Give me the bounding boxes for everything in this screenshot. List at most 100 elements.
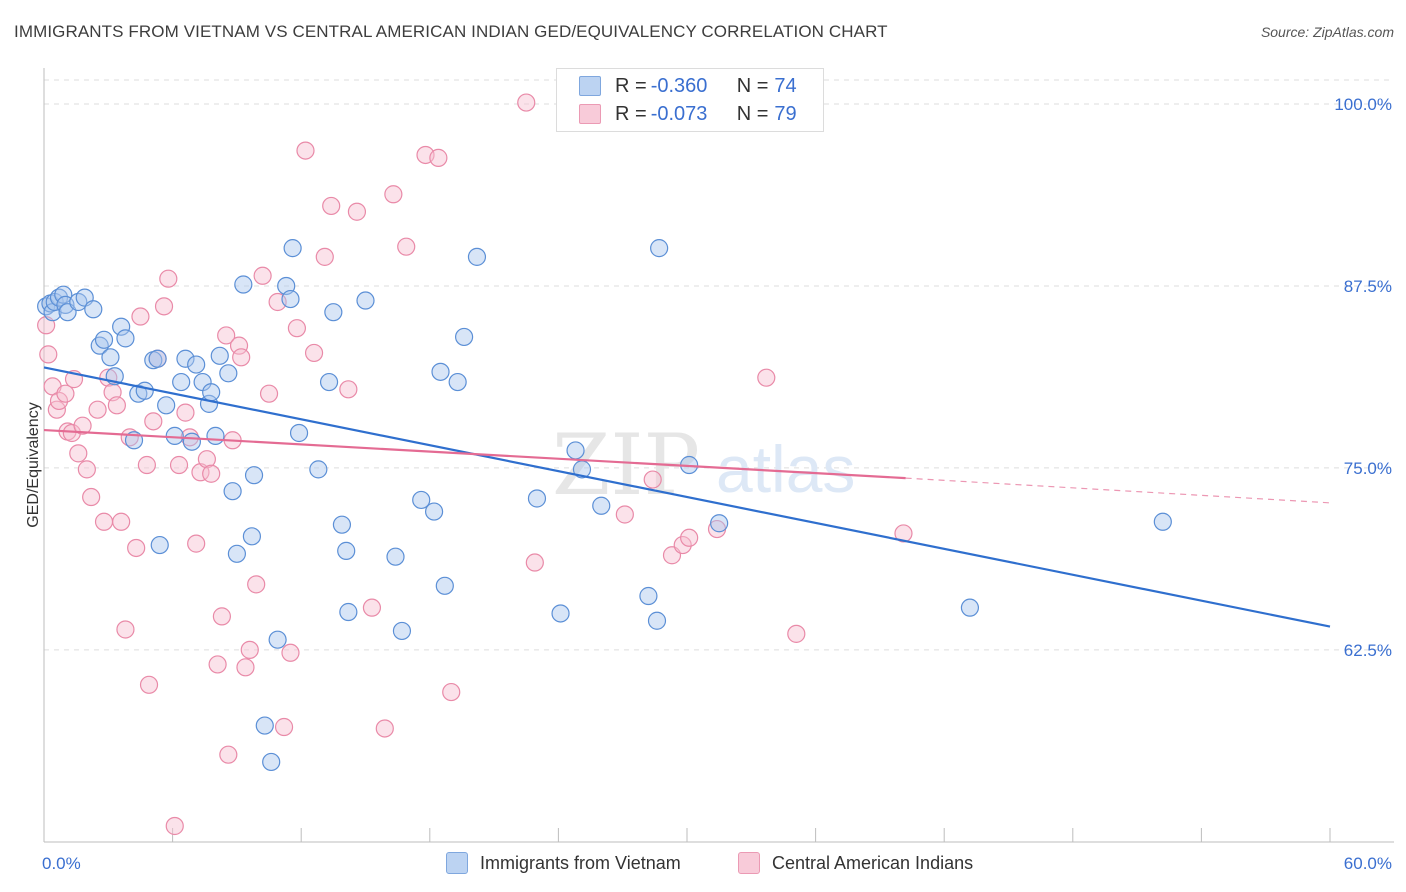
data-point (88, 400, 107, 419)
legend-item-central-american: Central American Indians (738, 852, 973, 874)
data-point (757, 368, 776, 387)
data-point (615, 505, 634, 524)
data-point (289, 423, 309, 443)
data-point (319, 372, 339, 392)
legend-swatch-pink (579, 104, 601, 124)
data-point (262, 752, 281, 772)
legend-swatch-blue (579, 76, 601, 96)
legend-swatch-pink (738, 852, 760, 874)
data-point (255, 716, 274, 735)
data-point (187, 355, 206, 374)
legend-row-vietnam: R = -0.360 N = 74 (579, 74, 797, 98)
data-point (384, 185, 403, 204)
data-point (242, 527, 262, 546)
data-point (39, 345, 58, 364)
data-point (362, 598, 382, 617)
data-point (219, 364, 238, 383)
trend-line-central-american-extension (905, 477, 1331, 504)
data-point (431, 362, 450, 381)
data-point (315, 247, 334, 266)
data-point (639, 586, 658, 606)
data-point (169, 455, 189, 475)
trend-lines (43, 366, 1331, 628)
data-point (148, 349, 167, 368)
gridlines (44, 79, 1394, 651)
data-point (429, 148, 448, 167)
trend-line-central-american (43, 428, 906, 480)
data-point (304, 343, 324, 363)
x-tick-label: 60.0% (1344, 854, 1392, 873)
data-point (386, 547, 405, 566)
data-point (356, 291, 375, 310)
data-point (247, 575, 266, 594)
legend-row-central-american: R = -0.073 N = 79 (579, 102, 797, 126)
data-point (454, 327, 474, 347)
data-point (517, 93, 536, 112)
data-point (101, 348, 120, 367)
r-value: -0.073 (650, 102, 708, 125)
data-point (144, 412, 163, 431)
data-point (274, 717, 294, 737)
data-point (894, 524, 913, 543)
correlation-legend: R = -0.360 N = 74 R = -0.073 N = 79 (556, 68, 824, 132)
data-point (107, 396, 126, 415)
axes (43, 68, 1394, 843)
data-point (182, 432, 201, 451)
y-tick-label: 75.0% (1344, 459, 1392, 478)
data-point (339, 602, 358, 622)
data-point (116, 329, 135, 348)
data-point (77, 460, 96, 479)
data-point (82, 487, 101, 507)
data-point (240, 640, 259, 659)
data-point (296, 141, 315, 160)
data-point (960, 598, 980, 617)
data-point (525, 553, 544, 572)
legend-swatch-blue (446, 852, 468, 874)
data-point (673, 535, 692, 555)
data-point (643, 470, 662, 489)
r-label: R = (615, 102, 647, 125)
data-point (412, 490, 431, 510)
data-point (197, 450, 216, 469)
data-point (112, 512, 131, 531)
n-value: 79 (774, 102, 797, 125)
data-point (332, 515, 352, 534)
tick-labels: 62.5% 75.0% 87.5% 100.0% 0.0% 60.0% (42, 95, 1392, 873)
data-point (150, 535, 169, 555)
data-point (210, 346, 229, 365)
data-point (710, 514, 729, 533)
data-point (176, 403, 195, 422)
data-point (467, 247, 487, 266)
y-tick-label: 100.0% (1334, 95, 1392, 114)
data-point (165, 816, 184, 836)
data-point (229, 336, 249, 355)
data-point (337, 541, 356, 560)
data-point (223, 482, 242, 501)
data-point (116, 620, 135, 639)
n-label: N = (736, 102, 769, 125)
data-point (234, 275, 253, 294)
chart-title: IMMIGRANTS FROM VIETNAM VS CENTRAL AMERI… (14, 22, 888, 41)
data-point (84, 300, 103, 319)
data-point (375, 719, 394, 738)
legend-label: Immigrants from Vietnam (480, 852, 681, 873)
data-point (202, 464, 221, 483)
data-point (212, 607, 231, 626)
data-point (187, 534, 206, 553)
data-point (281, 643, 300, 662)
data-point (94, 330, 114, 349)
data-point (551, 604, 570, 623)
data-point (139, 675, 159, 694)
data-point (253, 266, 272, 285)
source-credit: Source: ZipAtlas.com (1260, 24, 1394, 40)
data-point (1153, 512, 1172, 531)
data-point (165, 426, 184, 445)
trend-line-vietnam (43, 366, 1331, 628)
data-point (94, 512, 114, 531)
data-point (73, 416, 92, 435)
data-point (647, 611, 667, 630)
data-point (259, 384, 279, 403)
data-point (268, 630, 287, 649)
data-point (131, 307, 150, 326)
data-point (219, 745, 238, 764)
